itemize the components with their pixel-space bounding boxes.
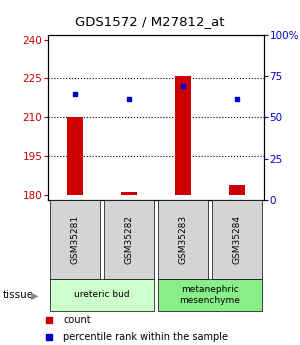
Bar <box>103 200 154 279</box>
Bar <box>50 200 100 279</box>
Bar <box>212 200 262 279</box>
Text: GDS1572 / M27812_at: GDS1572 / M27812_at <box>75 16 225 29</box>
Text: ureteric bud: ureteric bud <box>74 290 130 299</box>
Text: percentile rank within the sample: percentile rank within the sample <box>63 333 228 342</box>
Text: GSM35282: GSM35282 <box>124 215 134 264</box>
Text: metanephric
mesenchyme: metanephric mesenchyme <box>180 285 240 305</box>
Bar <box>121 193 137 195</box>
Bar <box>175 76 191 195</box>
Text: GSM35283: GSM35283 <box>178 215 188 264</box>
Text: ▶: ▶ <box>31 291 38 300</box>
Text: count: count <box>63 315 91 325</box>
Bar <box>158 200 208 279</box>
Bar <box>158 279 262 311</box>
Bar <box>67 117 83 195</box>
Text: GSM35281: GSM35281 <box>70 215 80 264</box>
Bar <box>50 279 154 311</box>
Bar <box>229 185 245 195</box>
Text: tissue: tissue <box>3 290 34 300</box>
Text: GSM35284: GSM35284 <box>232 215 242 264</box>
